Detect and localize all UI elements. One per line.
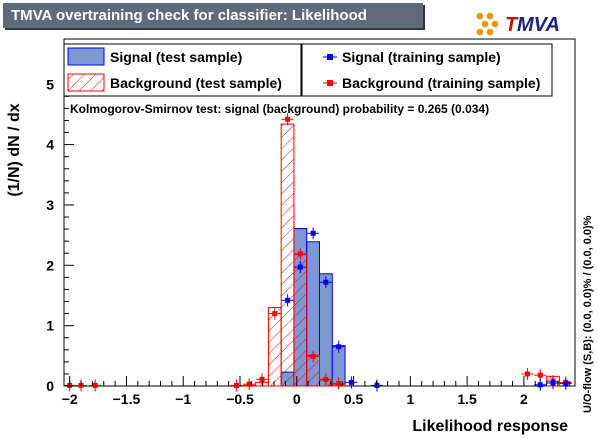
logo-text-mva: MVA: [517, 14, 560, 36]
legend-label-signal-test: Signal (test sample): [110, 49, 242, 65]
signal-train-point: [281, 294, 294, 307]
signal-train-point: [294, 261, 307, 274]
background-train-point: [268, 307, 281, 320]
logo-dot: [486, 12, 494, 20]
legend-marker-signal-train: [323, 54, 337, 60]
signal-train-point: [307, 227, 320, 240]
legend-box-train: [301, 43, 553, 97]
signal-train-point: [319, 276, 332, 289]
y-tick-label: 4: [46, 137, 54, 153]
signal-train-point: [345, 376, 358, 389]
logo-dot: [486, 28, 494, 36]
background-train-point: [89, 379, 102, 392]
x-tick-label: −0.5: [226, 391, 254, 407]
signal-train-point: [534, 378, 547, 391]
x-tick-label: −1: [175, 391, 191, 407]
background-train-point: [307, 350, 320, 363]
legend-label-background-test: Background (test sample): [110, 75, 282, 91]
tmva-logo: T MVA: [476, 12, 560, 36]
background-train-point: [521, 367, 534, 380]
background-test-bar: [293, 253, 308, 387]
background-train-point: [294, 247, 307, 260]
legend-swatch-signal-test: [67, 47, 105, 66]
plot-title: TMVA overtraining check for classifier: …: [3, 3, 423, 28]
y-axis-title: (1/N) dN / dx: [6, 103, 23, 196]
legend-label-background-train: Background (training sample): [342, 75, 540, 91]
x-tick-label: −2: [62, 391, 78, 407]
x-tick-label: 2: [520, 391, 528, 407]
background-train-point: [319, 373, 332, 386]
signal-train-point: [546, 376, 559, 389]
logo-dot: [476, 12, 484, 20]
x-axis-title: Likelihood response: [412, 418, 568, 435]
legend: Signal (test sample) Background (test sa…: [63, 43, 553, 97]
signal-test-bar: [319, 273, 333, 387]
y-tick-label: 1: [46, 318, 54, 334]
signal-train-point: [370, 379, 383, 392]
signal-train-point: [559, 377, 572, 390]
logo-dot: [481, 20, 489, 28]
x-tick-label: 1: [406, 391, 414, 407]
background-train-point: [256, 373, 269, 386]
overflow-note: U/O-flow (S,B): (0.0, 0.0)% / (0.0, 0.0)…: [582, 215, 594, 413]
y-tick-label: 0: [46, 378, 54, 394]
legend-swatch-background-test: [67, 73, 105, 92]
x-tick-label: 0: [293, 391, 301, 407]
logo-dot: [476, 28, 484, 36]
x-tick-label: 1.5: [457, 391, 477, 407]
y-tick-label: 3: [46, 197, 54, 213]
x-tick-label: −1.5: [113, 391, 141, 407]
ks-test-text: Kolmogorov-Smirnov test: signal (backgro…: [70, 102, 489, 116]
background-train-point: [281, 113, 294, 126]
y-tick-label: 2: [46, 257, 54, 273]
background-train-point: [243, 378, 256, 391]
y-tick-label: 5: [46, 76, 54, 92]
legend-marker-background-train: [323, 80, 337, 86]
logo-text-t: T: [505, 14, 519, 36]
histogram-layer: [242, 123, 560, 387]
signal-train-point: [332, 340, 345, 353]
background-test-bar: [280, 123, 295, 387]
legend-label-signal-train: Signal (training sample): [342, 49, 501, 65]
x-tick-label: 0.5: [344, 391, 364, 407]
background-train-point: [230, 379, 243, 392]
logo-dot: [491, 20, 499, 28]
